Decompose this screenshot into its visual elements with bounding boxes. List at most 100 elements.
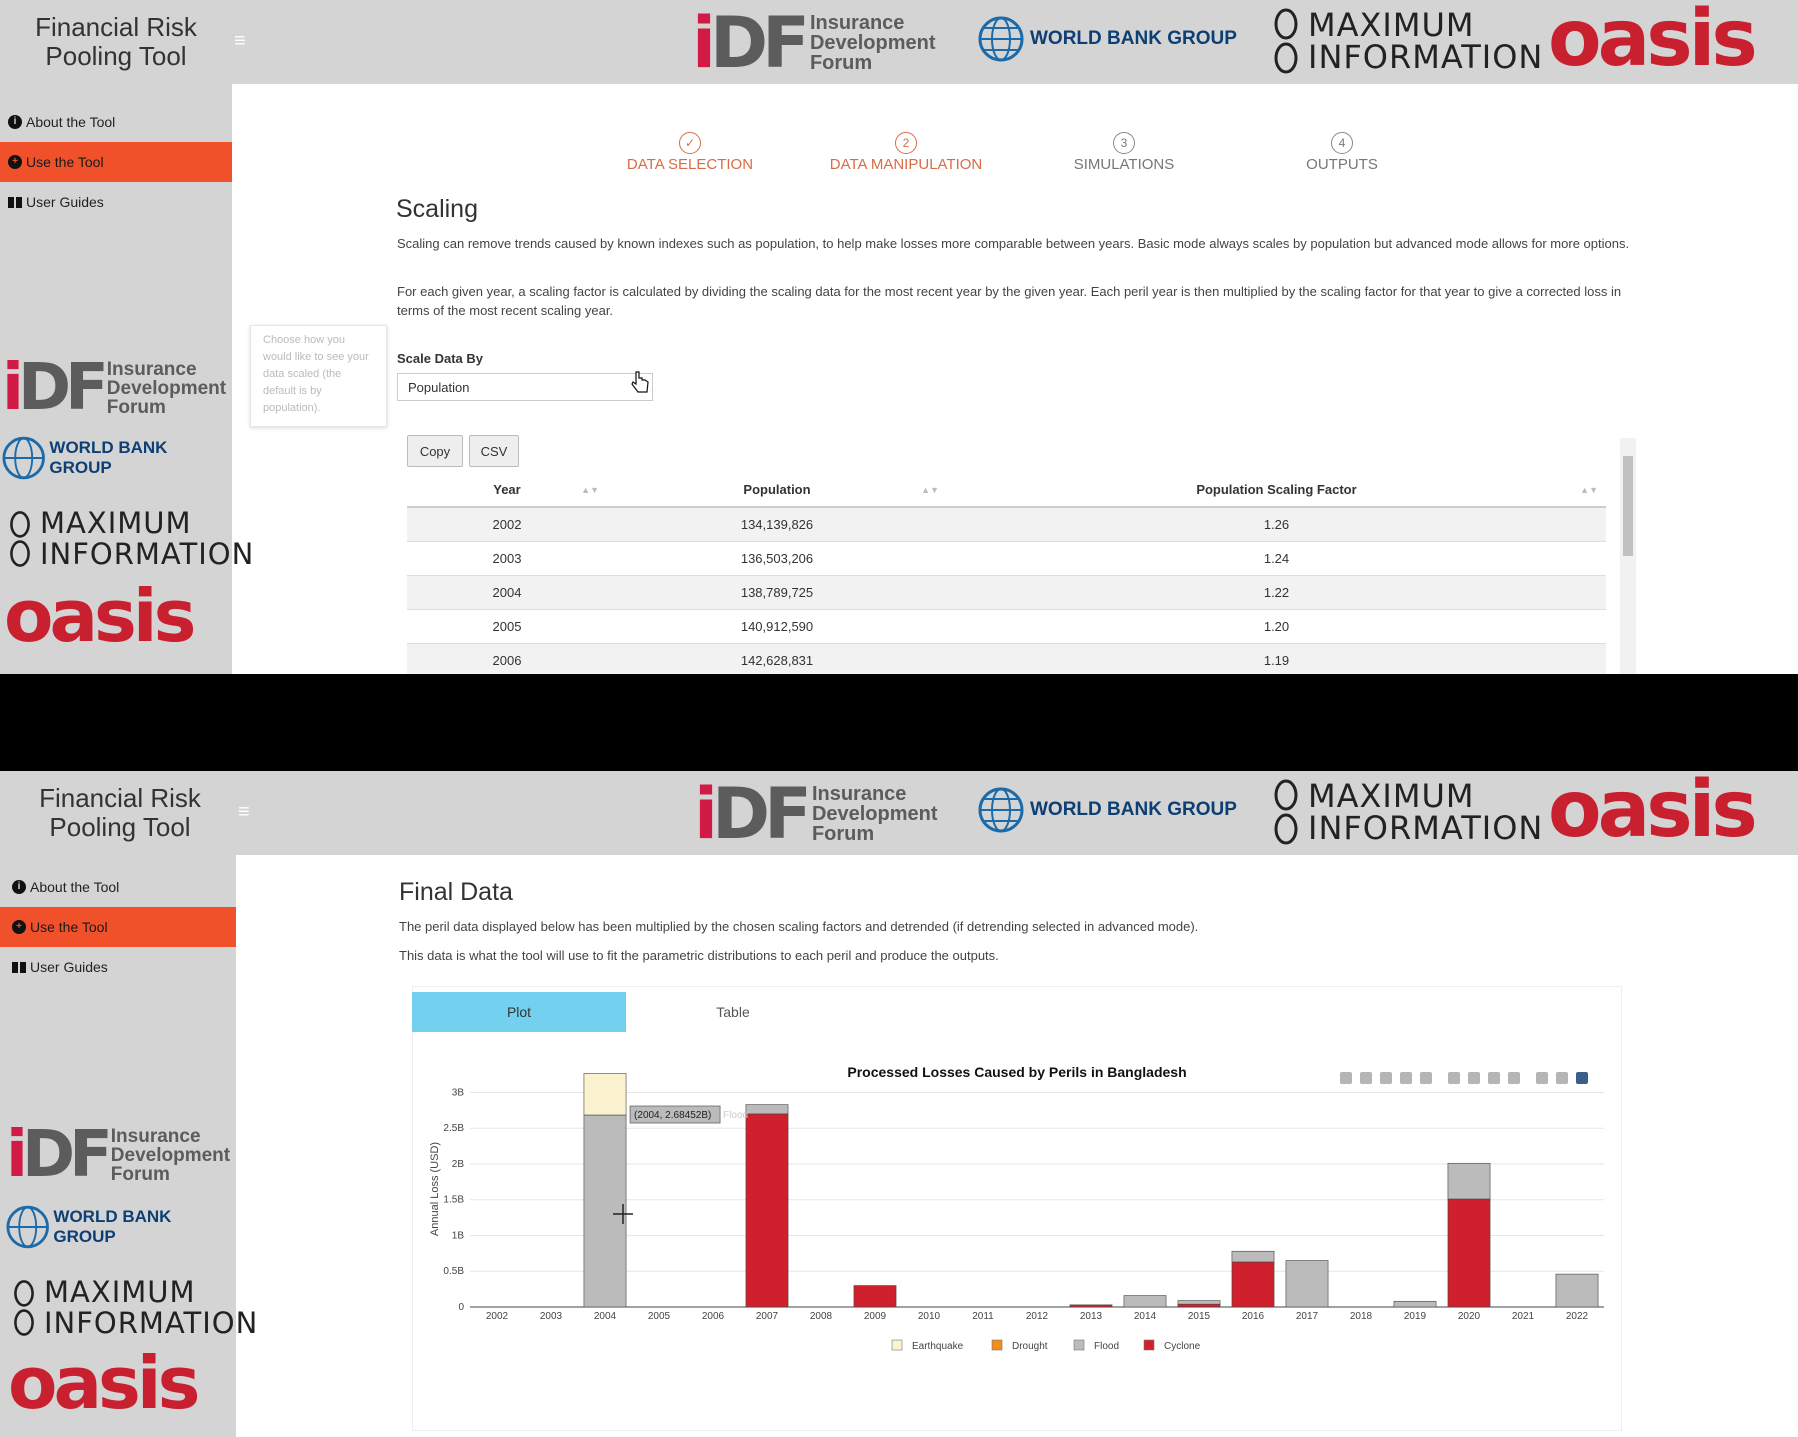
x-tick-label: 2022 — [1566, 1311, 1589, 1322]
globe-icon — [6, 1205, 49, 1249]
top-header: Financial Risk Pooling Tool ≡ iDF Insura… — [0, 771, 1798, 855]
sidebar-item-user-guides[interactable]: User Guides — [0, 947, 236, 987]
bar-flood-2007 — [745, 1104, 789, 1115]
plotly-logo-icon — [1576, 1072, 1588, 1084]
hamburger-icon[interactable]: ≡ — [238, 801, 250, 823]
losses-bar-chart: Processed Losses Caused by Perils in Ban… — [429, 1064, 1604, 1352]
table-header-row: Year ▲▼ Population ▲▼ Population Scaling F… — [407, 473, 1606, 508]
bar-flood-2020 — [1447, 1162, 1491, 1200]
section-title: Final Data — [399, 878, 513, 906]
legend-swatch-earthquake — [891, 1339, 903, 1351]
x-tick-label: 2019 — [1404, 1311, 1427, 1322]
divider — [0, 674, 1798, 696]
bar-cyclone-2015 — [1177, 1303, 1221, 1308]
sidebar-maximum-information-logo: MAXIMUM INFORMATION — [8, 506, 254, 572]
sort-icon[interactable]: ▲▼ — [1580, 485, 1598, 495]
tab-plot[interactable]: Plot — [412, 992, 626, 1032]
x-tick-label: 2011 — [972, 1311, 994, 1322]
x-tick-label: 2014 — [1134, 1311, 1157, 1322]
legend-swatch-flood — [1073, 1339, 1085, 1351]
result-tabs: Plot Table — [412, 992, 1622, 1032]
box-select-icon — [1400, 1072, 1412, 1084]
crosshair-icon: + — [12, 920, 26, 934]
sidebar-oasis-logo: oasis — [4, 574, 196, 658]
x-tick-label: 2007 — [756, 1311, 779, 1322]
sidebar-idf-logo: iDF Insurance Development Forum — [2, 351, 227, 425]
info-icon: i — [12, 880, 26, 894]
oasis-logo: oasis — [1548, 771, 1758, 855]
legend-label-cyclone: Cyclone — [1164, 1341, 1201, 1352]
sidebar-item-about[interactable]: i About the Tool — [0, 867, 236, 907]
x-tick-label: 2009 — [864, 1311, 887, 1322]
x-tick-label: 2004 — [594, 1311, 617, 1322]
step-data-manipulation[interactable]: 2 DATA MANIPULATION — [816, 132, 996, 173]
sidebar-item-use-tool[interactable]: + Use the Tool — [0, 907, 236, 947]
sidebar-item-about[interactable]: i About the Tool — [0, 102, 232, 142]
bar-flood-2004 — [583, 1114, 627, 1308]
compare-icon — [1556, 1072, 1568, 1084]
legend-swatch-drought — [991, 1339, 1003, 1351]
sidebar-item-use-tool[interactable]: + Use the Tool — [0, 142, 232, 182]
world-bank-logo: WORLD BANK GROUP — [978, 16, 1237, 62]
scale-data-select[interactable]: Population ▾ — [397, 373, 653, 401]
x-tick-label: 2003 — [540, 1311, 563, 1322]
csv-button[interactable]: CSV — [469, 435, 519, 467]
scale-data-label: Scale Data By — [397, 351, 483, 366]
app-title: Financial Risk Pooling Tool — [39, 783, 201, 842]
scaling-table: Year ▲▼ Population ▲▼ Population Scaling F… — [407, 473, 1606, 674]
bar-flood-2015 — [1177, 1300, 1221, 1305]
bar-cyclone-2020 — [1447, 1198, 1491, 1308]
sidebar-world-bank-logo: WORLD BANK GROUP — [6, 1205, 236, 1249]
bar-flood-2017 — [1285, 1260, 1329, 1308]
bar-cyclone-2007 — [745, 1113, 789, 1308]
x-tick-label: 2015 — [1188, 1311, 1211, 1322]
column-header-population[interactable]: Population ▲▼ — [607, 473, 947, 508]
table-scrollbar[interactable] — [1620, 438, 1636, 674]
bar-cyclone-2013 — [1069, 1304, 1113, 1308]
sidebar-world-bank-logo: WORLD BANK GROUP — [2, 436, 232, 480]
maximum-information-logo: MAXIMUM INFORMATION — [1272, 777, 1543, 847]
step-simulations[interactable]: 3 SIMULATIONS — [1034, 132, 1214, 173]
step-data-selection[interactable]: ✓ DATA SELECTION — [600, 132, 780, 173]
table-row: 2005 140,912,590 1.20 — [407, 608, 1606, 643]
globe-icon — [978, 16, 1024, 62]
chart-title: Processed Losses Caused by Perils in Ban… — [847, 1064, 1186, 1080]
scrollbar-thumb[interactable] — [1623, 456, 1633, 556]
world-bank-logo: WORLD BANK GROUP — [978, 787, 1237, 833]
book-icon — [8, 196, 22, 208]
zoom-in-icon — [1448, 1072, 1460, 1084]
crosshair-icon: + — [8, 155, 22, 169]
camera-icon — [1340, 1072, 1352, 1084]
sort-icon[interactable]: ▲▼ — [921, 485, 939, 495]
step-outputs[interactable]: 4 OUTPUTS — [1252, 132, 1432, 173]
pan-icon — [1380, 1072, 1392, 1084]
x-tick-label: 2008 — [810, 1311, 833, 1322]
x-tick-label: 2006 — [702, 1311, 725, 1322]
tab-table[interactable]: Table — [716, 1004, 750, 1020]
x-tick-label: 2016 — [1242, 1311, 1265, 1322]
x-tick-label: 2012 — [1026, 1311, 1049, 1322]
copy-button[interactable]: Copy — [407, 435, 463, 467]
bar-flood-2014 — [1123, 1295, 1167, 1308]
x-tick-label: 2002 — [486, 1311, 509, 1322]
top-header: Financial Risk Pooling Tool ≡ iDF Insura… — [0, 0, 1798, 84]
bar-flood-2022 — [1555, 1273, 1599, 1308]
hover-series: Flood — [723, 1110, 748, 1121]
book-icon — [12, 961, 26, 973]
x-tick-label: 2013 — [1080, 1311, 1103, 1322]
maximum-information-logo: MAXIMUM INFORMATION — [1272, 6, 1543, 76]
autoscale-icon — [1488, 1072, 1500, 1084]
column-header-scaling-factor[interactable]: Population Scaling Factor ▲▼ — [947, 473, 1606, 508]
hamburger-icon[interactable]: ≡ — [234, 30, 246, 52]
column-header-year[interactable]: Year ▲▼ — [407, 473, 607, 508]
hover-label: (2004, 2.68452B) — [634, 1110, 711, 1121]
y-tick-label: 2B — [452, 1159, 465, 1170]
idf-logo: iDF Insurance Development Forum — [692, 2, 936, 84]
scale-help-tooltip: Choose how you would like to see your da… — [250, 325, 387, 427]
y-tick-label: 1.5B — [443, 1195, 464, 1206]
bar-flood-2019 — [1393, 1300, 1437, 1308]
final-explanation: This data is what the tool will use to f… — [399, 948, 999, 963]
y-tick-label: 2.5B — [443, 1123, 464, 1134]
sort-icon[interactable]: ▲▼ — [581, 485, 599, 495]
sidebar-item-user-guides[interactable]: User Guides — [0, 182, 232, 222]
